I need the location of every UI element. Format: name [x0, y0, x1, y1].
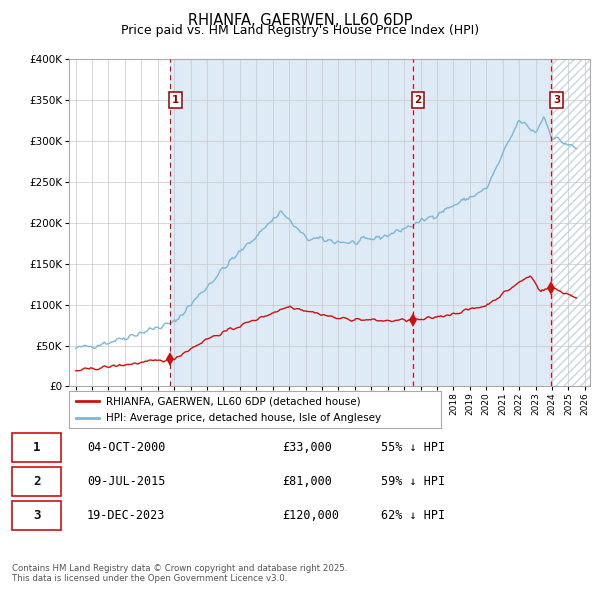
Text: RHIANFA, GAERWEN, LL60 6DP: RHIANFA, GAERWEN, LL60 6DP	[188, 13, 412, 28]
Text: HPI: Average price, detached house, Isle of Anglesey: HPI: Average price, detached house, Isle…	[106, 413, 382, 423]
Text: 2: 2	[415, 95, 422, 105]
Text: 3: 3	[553, 95, 560, 105]
Text: 1: 1	[33, 441, 41, 454]
Text: 19-DEC-2023: 19-DEC-2023	[87, 509, 165, 522]
Text: 3: 3	[33, 509, 41, 522]
Bar	[170, 59, 551, 386]
FancyBboxPatch shape	[12, 501, 61, 530]
Text: £81,000: £81,000	[283, 475, 332, 488]
Bar	[551, 59, 590, 386]
Text: 55% ↓ HPI: 55% ↓ HPI	[380, 441, 445, 454]
Text: £33,000: £33,000	[283, 441, 332, 454]
Text: Price paid vs. HM Land Registry's House Price Index (HPI): Price paid vs. HM Land Registry's House …	[121, 24, 479, 37]
Text: 2: 2	[33, 475, 41, 488]
Text: Contains HM Land Registry data © Crown copyright and database right 2025.: Contains HM Land Registry data © Crown c…	[12, 564, 347, 573]
Text: 04-OCT-2000: 04-OCT-2000	[87, 441, 165, 454]
Text: 59% ↓ HPI: 59% ↓ HPI	[380, 475, 445, 488]
Text: This data is licensed under the Open Government Licence v3.0.: This data is licensed under the Open Gov…	[12, 573, 287, 582]
FancyBboxPatch shape	[12, 432, 61, 462]
FancyBboxPatch shape	[12, 467, 61, 496]
Text: 62% ↓ HPI: 62% ↓ HPI	[380, 509, 445, 522]
Text: RHIANFA, GAERWEN, LL60 6DP (detached house): RHIANFA, GAERWEN, LL60 6DP (detached hou…	[106, 396, 361, 406]
Text: 09-JUL-2015: 09-JUL-2015	[87, 475, 165, 488]
Text: £120,000: £120,000	[283, 509, 340, 522]
Text: 1: 1	[172, 95, 179, 105]
